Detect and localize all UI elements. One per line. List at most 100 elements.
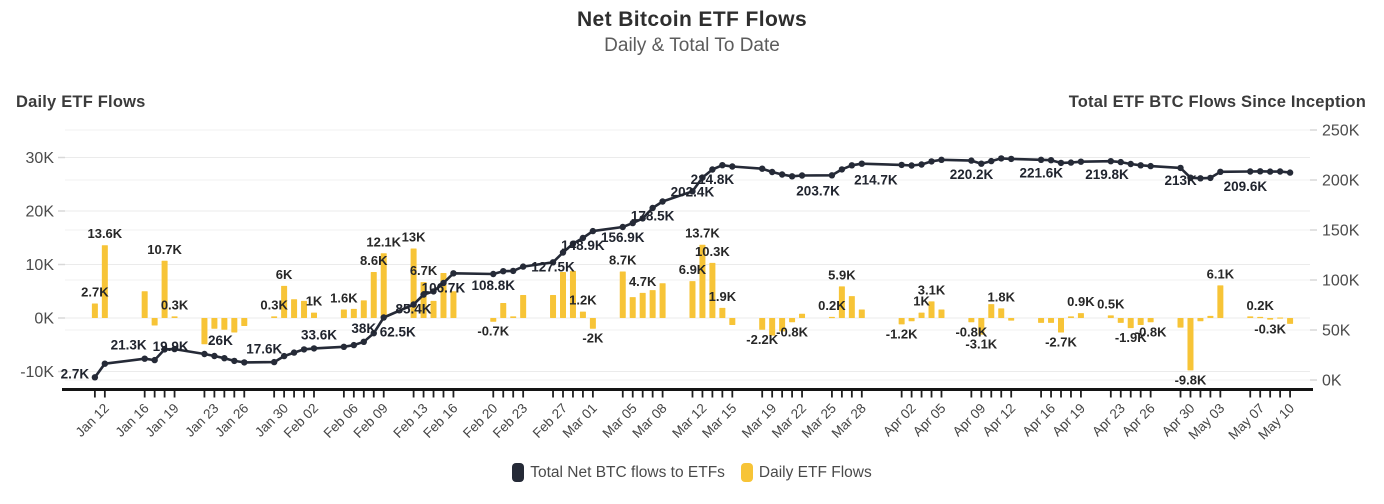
total-flow-dot[interactable]	[1127, 160, 1134, 168]
daily-flow-bar[interactable]	[520, 294, 527, 318]
daily-flow-bar[interactable]	[291, 299, 298, 318]
daily-flow-bar[interactable]	[211, 318, 218, 329]
total-flow-dot[interactable]	[898, 161, 905, 169]
daily-flow-bar[interactable]	[161, 260, 168, 318]
total-flow-dot[interactable]	[848, 162, 856, 169]
legend-item-daily-flows[interactable]: Daily ETF Flows	[740, 463, 872, 482]
daily-flow-bar[interactable]	[101, 245, 108, 318]
total-flow-dot[interactable]	[350, 341, 358, 349]
total-flow-dot[interactable]	[1047, 157, 1055, 164]
daily-flow-bar[interactable]	[838, 286, 845, 318]
daily-flow-bar[interactable]	[579, 311, 586, 318]
total-flow-dot[interactable]	[500, 268, 507, 275]
daily-flow-bar[interactable]	[450, 291, 457, 318]
total-flow-dot[interactable]	[1286, 169, 1294, 176]
daily-flow-bar[interactable]	[201, 318, 208, 345]
total-flow-dot[interactable]	[380, 314, 387, 321]
total-flow-dot[interactable]	[619, 223, 626, 231]
daily-flow-bar[interactable]	[1207, 315, 1214, 318]
total-flow-dot[interactable]	[410, 301, 417, 308]
total-flow-dot[interactable]	[1057, 159, 1065, 167]
daily-flow-bar[interactable]	[1067, 316, 1074, 318]
total-flow-dot[interactable]	[689, 188, 696, 195]
total-flow-dot[interactable]	[1008, 155, 1015, 163]
total-flow-dot[interactable]	[838, 166, 846, 173]
total-flow-dot[interactable]	[649, 204, 656, 212]
total-flow-dot[interactable]	[798, 172, 806, 179]
daily-flow-bar[interactable]	[759, 318, 766, 330]
total-flow-dot[interactable]	[141, 355, 148, 362]
daily-flow-bar[interactable]	[420, 282, 427, 318]
total-flow-dot[interactable]	[1067, 159, 1075, 166]
total-flow-dot[interactable]	[629, 219, 636, 227]
daily-flow-bar[interactable]	[241, 318, 248, 327]
total-flow-dot[interactable]	[101, 360, 109, 367]
total-flow-dot[interactable]	[709, 166, 716, 173]
total-flow-dot[interactable]	[978, 160, 985, 167]
total-flow-dot[interactable]	[1276, 168, 1284, 175]
daily-flow-bar[interactable]	[1008, 318, 1015, 321]
daily-flow-bar[interactable]	[978, 318, 985, 335]
total-flow-dot[interactable]	[659, 198, 666, 205]
daily-flow-bar[interactable]	[719, 307, 726, 318]
daily-flow-bar[interactable]	[1257, 316, 1264, 319]
daily-flow-bar[interactable]	[350, 308, 357, 318]
total-flow-dot[interactable]	[788, 173, 796, 180]
daily-flow-bar[interactable]	[769, 318, 776, 336]
total-flow-dot[interactable]	[490, 270, 497, 278]
daily-flow-bar[interactable]	[430, 300, 437, 318]
total-flow-dot[interactable]	[579, 234, 587, 242]
daily-flow-bar[interactable]	[589, 318, 596, 329]
total-flow-dot[interactable]	[270, 358, 278, 366]
daily-flow-bar[interactable]	[370, 271, 377, 318]
total-flow-dot[interactable]	[918, 161, 925, 168]
total-flow-dot[interactable]	[290, 349, 298, 356]
total-flow-dot[interactable]	[1137, 162, 1144, 169]
daily-flow-bar[interactable]	[340, 309, 347, 318]
daily-flow-bar[interactable]	[510, 316, 517, 318]
daily-flow-bar[interactable]	[1058, 318, 1064, 333]
daily-flow-bar[interactable]	[848, 296, 855, 318]
daily-flow-bar[interactable]	[709, 262, 716, 318]
total-flow-dot[interactable]	[91, 374, 99, 381]
total-flow-dot[interactable]	[370, 330, 377, 337]
daily-flow-bar[interactable]	[560, 271, 566, 318]
total-flow-dot[interactable]	[1266, 168, 1274, 175]
total-flow-dot[interactable]	[858, 160, 865, 167]
daily-flow-bar[interactable]	[1197, 318, 1204, 322]
total-flow-dot[interactable]	[1257, 168, 1264, 175]
total-flow-dot[interactable]	[280, 352, 288, 360]
daily-flow-bar[interactable]	[231, 318, 238, 333]
daily-flow-bar[interactable]	[779, 318, 786, 332]
daily-flow-bar[interactable]	[828, 316, 835, 319]
total-flow-dot[interactable]	[768, 168, 776, 176]
daily-flow-bar[interactable]	[1107, 315, 1114, 318]
total-flow-dot[interactable]	[699, 174, 706, 181]
total-flow-dot[interactable]	[1197, 175, 1204, 182]
total-flow-dot[interactable]	[231, 357, 238, 365]
daily-flow-bar[interactable]	[271, 316, 278, 318]
total-flow-dot[interactable]	[1107, 158, 1115, 165]
daily-flow-bar[interactable]	[1117, 318, 1124, 323]
daily-flow-bar[interactable]	[998, 308, 1005, 318]
total-flow-dot[interactable]	[1187, 174, 1194, 181]
daily-flow-bar[interactable]	[799, 313, 806, 318]
daily-flow-bar[interactable]	[789, 318, 796, 323]
total-flow-dot[interactable]	[938, 156, 945, 163]
total-flow-dot[interactable]	[729, 163, 736, 170]
daily-flow-bar[interactable]	[639, 292, 646, 318]
total-flow-dot[interactable]	[300, 346, 308, 353]
daily-flow-bar[interactable]	[311, 312, 317, 318]
daily-flow-bar[interactable]	[281, 285, 288, 318]
daily-flow-bar[interactable]	[1247, 316, 1254, 318]
daily-flow-bar[interactable]	[689, 281, 696, 318]
daily-flow-bar[interactable]	[1267, 318, 1274, 320]
total-flow-dot[interactable]	[759, 165, 766, 172]
daily-flow-bar[interactable]	[659, 283, 666, 318]
total-flow-dot[interactable]	[221, 355, 228, 362]
total-flow-dot[interactable]	[440, 279, 447, 287]
total-flow-dot[interactable]	[510, 267, 517, 275]
total-flow-dot[interactable]	[171, 345, 178, 353]
total-flow-dot[interactable]	[1037, 156, 1045, 163]
total-flow-dot[interactable]	[161, 346, 168, 353]
